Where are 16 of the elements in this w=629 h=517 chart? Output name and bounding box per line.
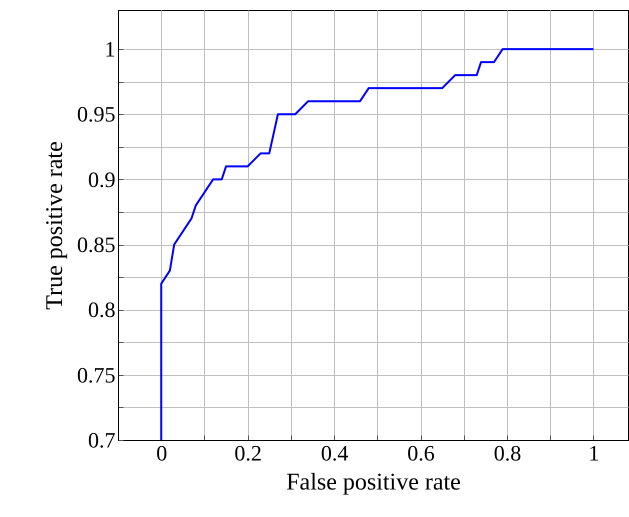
x-tick-label: 0.6 xyxy=(407,440,435,466)
x-tick-label: 0.2 xyxy=(234,440,262,466)
x-axis-title: False positive rate xyxy=(286,470,461,496)
y-tick-label: 0.8 xyxy=(88,297,116,322)
y-tick-label: 0.85 xyxy=(77,232,116,258)
x-tick-label: 0.8 xyxy=(494,440,522,466)
y-tick-label: 0.75 xyxy=(77,362,116,388)
y-tick-label: 1 xyxy=(104,36,116,62)
y-tick-label: 0.95 xyxy=(77,102,116,127)
line-series xyxy=(160,48,594,440)
y-tick-label: 0.7 xyxy=(88,428,116,452)
x-tick-label: 0 xyxy=(156,440,168,466)
y-tick-label: 0.9 xyxy=(88,166,116,192)
y-axis-title: True positive rate xyxy=(42,141,68,310)
x-tick-label: 1 xyxy=(588,440,600,466)
x-tick-label: 0.4 xyxy=(320,440,348,466)
